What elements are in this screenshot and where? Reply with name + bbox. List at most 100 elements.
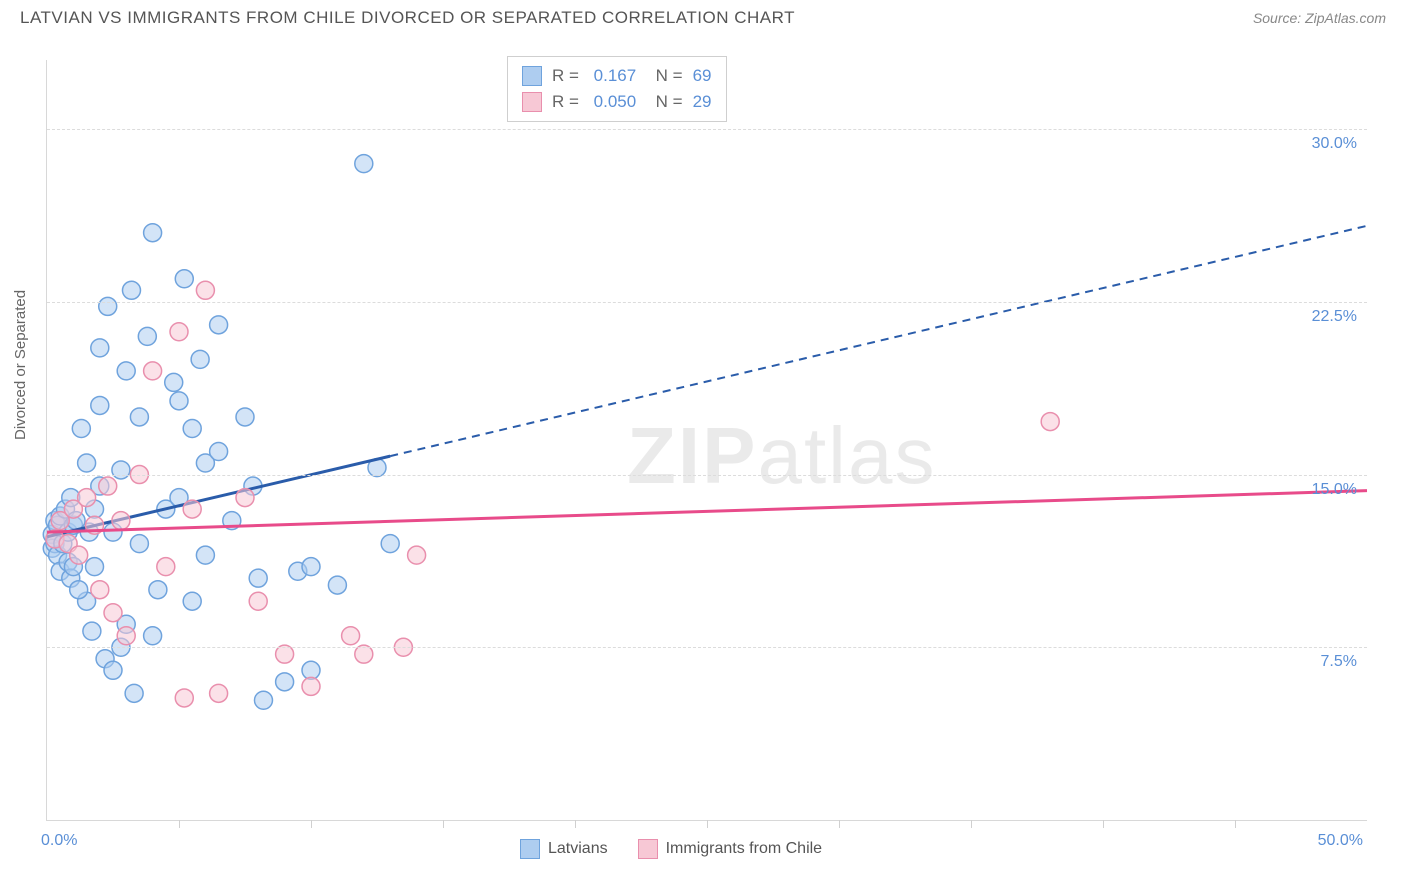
y-tick-label: 15.0% xyxy=(1312,481,1357,499)
scatter-point xyxy=(183,419,201,437)
x-min-label: 0.0% xyxy=(41,832,77,850)
scatter-point xyxy=(70,581,88,599)
stats-legend: R = 0.167 N = 69 R = 0.050 N = 29 xyxy=(507,56,727,122)
gridline xyxy=(47,647,1367,648)
x-tick xyxy=(1235,820,1236,828)
bottom-legend: Latvians Immigrants from Chile xyxy=(520,839,822,859)
source-label: Source: ZipAtlas.com xyxy=(1253,10,1386,26)
chart-title: LATVIAN VS IMMIGRANTS FROM CHILE DIVORCE… xyxy=(20,8,795,28)
scatter-point xyxy=(72,419,90,437)
scatter-point xyxy=(144,224,162,242)
stat-r-value: 0.050 xyxy=(594,89,637,115)
scatter-point xyxy=(170,323,188,341)
y-axis-label: Divorced or Separated xyxy=(12,290,29,440)
x-tick xyxy=(1103,820,1104,828)
scatter-point xyxy=(83,622,101,640)
legend-label: Immigrants from Chile xyxy=(666,840,822,858)
scatter-point xyxy=(144,627,162,645)
stat-n-value: 29 xyxy=(693,89,712,115)
scatter-point xyxy=(112,461,130,479)
legend-item: Latvians xyxy=(520,839,608,859)
scatter-point xyxy=(122,281,140,299)
scatter-point xyxy=(165,373,183,391)
chart-svg xyxy=(47,60,1367,820)
scatter-point xyxy=(144,362,162,380)
scatter-point xyxy=(210,684,228,702)
scatter-point xyxy=(91,581,109,599)
scatter-point xyxy=(408,546,426,564)
scatter-point xyxy=(302,558,320,576)
scatter-point xyxy=(183,500,201,518)
y-tick-label: 30.0% xyxy=(1312,135,1357,153)
scatter-point xyxy=(149,581,167,599)
scatter-point xyxy=(175,689,193,707)
scatter-point xyxy=(342,627,360,645)
scatter-point xyxy=(170,392,188,410)
scatter-point xyxy=(249,592,267,610)
x-tick xyxy=(707,820,708,828)
scatter-point xyxy=(175,270,193,288)
plot-area: ZIPatlas R = 0.167 N =69R = 0.050 N =29 … xyxy=(46,60,1367,821)
scatter-point xyxy=(236,489,254,507)
trend-line-dashed xyxy=(390,226,1367,456)
scatter-point xyxy=(70,546,88,564)
scatter-point xyxy=(117,362,135,380)
stat-r-label: R = xyxy=(552,89,584,115)
scatter-point xyxy=(91,396,109,414)
x-tick xyxy=(839,820,840,828)
scatter-point xyxy=(104,604,122,622)
scatter-point xyxy=(104,661,122,679)
scatter-point xyxy=(138,327,156,345)
legend-item: Immigrants from Chile xyxy=(638,839,822,859)
stat-row: R = 0.050 N = 29 xyxy=(522,89,712,115)
scatter-point xyxy=(183,592,201,610)
scatter-point xyxy=(99,297,117,315)
stat-row: R = 0.167 N = 69 xyxy=(522,63,712,89)
y-tick-label: 7.5% xyxy=(1321,653,1357,671)
stat-n-value: 69 xyxy=(693,63,712,89)
scatter-point xyxy=(91,339,109,357)
x-tick xyxy=(179,820,180,828)
gridline xyxy=(47,475,1367,476)
scatter-point xyxy=(157,558,175,576)
scatter-point xyxy=(210,443,228,461)
scatter-point xyxy=(78,489,96,507)
scatter-point xyxy=(196,281,214,299)
legend-swatch xyxy=(522,66,542,86)
stat-n-label: N = xyxy=(646,63,682,89)
x-max-label: 50.0% xyxy=(1318,832,1363,850)
gridline xyxy=(47,129,1367,130)
scatter-point xyxy=(191,350,209,368)
scatter-point xyxy=(236,408,254,426)
scatter-point xyxy=(210,316,228,334)
scatter-point xyxy=(112,512,130,530)
gridline xyxy=(47,302,1367,303)
scatter-point xyxy=(254,691,272,709)
scatter-point xyxy=(249,569,267,587)
scatter-point xyxy=(302,661,320,679)
x-tick xyxy=(971,820,972,828)
scatter-point xyxy=(78,454,96,472)
scatter-point xyxy=(276,673,294,691)
scatter-point xyxy=(117,627,135,645)
scatter-point xyxy=(355,155,373,173)
scatter-point xyxy=(86,558,104,576)
scatter-point xyxy=(302,677,320,695)
legend-swatch xyxy=(638,839,658,859)
y-tick-label: 22.5% xyxy=(1312,308,1357,326)
x-tick xyxy=(443,820,444,828)
legend-label: Latvians xyxy=(548,840,608,858)
scatter-point xyxy=(125,684,143,702)
legend-swatch xyxy=(522,92,542,112)
stat-n-label: N = xyxy=(646,89,682,115)
scatter-point xyxy=(130,408,148,426)
stat-r-label: R = xyxy=(552,63,584,89)
scatter-point xyxy=(381,535,399,553)
scatter-point xyxy=(328,576,346,594)
stat-r-value: 0.167 xyxy=(594,63,637,89)
x-tick xyxy=(575,820,576,828)
scatter-point xyxy=(130,535,148,553)
scatter-point xyxy=(196,546,214,564)
scatter-point xyxy=(1041,413,1059,431)
legend-swatch xyxy=(520,839,540,859)
